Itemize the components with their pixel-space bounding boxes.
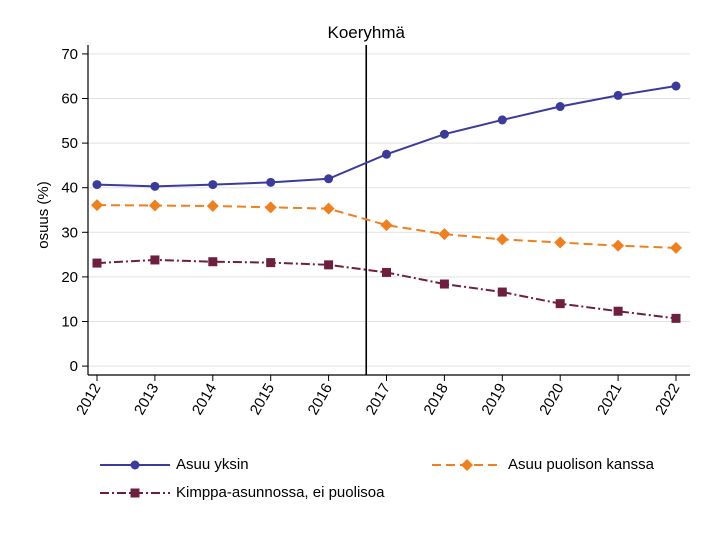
x-tick-label: 2014 (189, 381, 220, 418)
data-point (324, 260, 334, 270)
y-tick-label: 50 (61, 135, 78, 152)
x-tick-label: 2020 (536, 381, 567, 418)
data-point (92, 258, 102, 268)
y-tick-label: 70 (61, 46, 78, 63)
legend-swatch-asuu-yksin (100, 460, 170, 469)
y-tick-label: 40 (61, 180, 78, 197)
data-point (150, 255, 160, 265)
data-point (91, 199, 103, 212)
x-tick-label: 2021 (594, 381, 625, 418)
data-point (266, 177, 276, 187)
x-tick-label: 2016 (305, 381, 336, 418)
x-tick-label: 2012 (73, 381, 104, 418)
data-point (671, 81, 681, 91)
data-point (380, 219, 393, 232)
y-tick-label: 60 (61, 91, 78, 108)
data-point (497, 115, 507, 125)
legend-item-asuu-yksin: Asuu yksin (100, 456, 249, 473)
data-point (264, 201, 277, 214)
y-axis-title: osuus (%) (35, 181, 52, 249)
data-point (613, 90, 623, 100)
x-tick-label: 2022 (652, 381, 683, 418)
chart-title: Koeryhmä (327, 23, 405, 42)
data-point (555, 299, 565, 309)
data-point (382, 149, 391, 159)
data-point (206, 199, 219, 212)
legend-label: Asuu yksin (176, 456, 249, 473)
legend-item-kimppa-asunnossa: Kimppa-asunnossa, ei puolisoa (100, 484, 384, 501)
x-tick-label: 2017 (363, 381, 394, 418)
series-line (96, 85, 677, 188)
data-point (148, 199, 161, 212)
y-tick-label: 20 (61, 269, 78, 286)
data-point (555, 102, 565, 112)
data-point (612, 239, 625, 252)
legend-swatch-kimppa-asunnossa (100, 488, 170, 497)
data-point (438, 228, 451, 241)
legend-label: Kimppa-asunnossa, ei puolisoa (176, 484, 385, 501)
data-point (554, 236, 567, 249)
data-point (496, 233, 509, 246)
data-point (670, 241, 682, 254)
y-tick-label: 0 (70, 358, 78, 375)
data-point (208, 257, 218, 267)
legend-swatch-asuu-puolison-kanssa (432, 458, 502, 471)
legend-item-asuu-puolison-kanssa: Asuu puolison kanssa (432, 456, 654, 473)
data-point (266, 258, 276, 268)
x-tick-label: 2019 (478, 381, 509, 418)
data-point (439, 279, 449, 289)
data-point (322, 202, 335, 215)
y-tick-label: 10 (61, 313, 78, 330)
data-point (439, 129, 449, 139)
data-point (324, 174, 334, 184)
data-point (208, 180, 218, 190)
x-tick-label: 2018 (420, 381, 451, 418)
data-point (671, 313, 681, 323)
x-tick-label: 2013 (131, 381, 162, 418)
legend-label: Asuu puolison kanssa (508, 456, 654, 473)
y-tick-label: 30 (61, 224, 78, 241)
data-point (497, 287, 507, 297)
data-point (92, 180, 102, 190)
x-tick-label: 2015 (247, 381, 278, 418)
data-point (150, 181, 160, 191)
data-point (613, 306, 623, 316)
data-point (382, 267, 391, 277)
